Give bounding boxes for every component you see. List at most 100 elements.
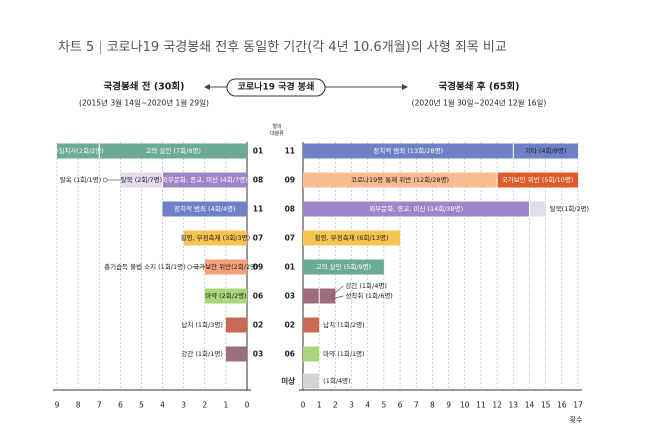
left-bar-label: 외부문화, 종교, 미신 (4회/7명) [162, 175, 248, 184]
right-tick-label: 13 [509, 401, 519, 410]
left-panel-subtitle: (2015년 3월 14일~2020년 1월 29일) [79, 98, 209, 108]
right-tick-label: 6 [398, 401, 403, 410]
x-axis-label: 횟수 [570, 415, 583, 424]
right-bar-06-0 [303, 346, 320, 362]
left-rank-code: 11 [253, 205, 263, 214]
left-bar-07-0 [183, 230, 247, 246]
right-bar-07-0 [303, 230, 401, 246]
right-bar-label: 마약 (1회/1명) [323, 349, 365, 358]
right-tick-label: 3 [349, 401, 354, 410]
right-bar-03-1 [319, 288, 336, 304]
right-arrow-head [402, 84, 408, 90]
right-tick-label: 2 [333, 401, 338, 410]
left-rank-code: 07 [253, 234, 263, 243]
right-rank-code: 09 [285, 176, 295, 185]
right-rank-code: 06 [285, 350, 295, 359]
right-bar-09-0 [303, 172, 498, 188]
left-bar-label: 정치적 범죄 (4회/4명) [174, 204, 236, 213]
left-bar-label: 강간 (1회/1명) [181, 349, 223, 358]
title-separator: | [98, 40, 103, 55]
right-bar-01-0 [303, 259, 384, 275]
right-rank-code: 11 [285, 147, 295, 156]
right-rank-code: 08 [285, 205, 295, 214]
left-tick-label: 9 [55, 401, 60, 410]
left-bar-08-0 [162, 172, 247, 188]
right-note-line [331, 295, 344, 300]
left-tick-label: 5 [139, 401, 144, 410]
right-tick-label: 8 [430, 401, 435, 410]
left-callout-dot [102, 177, 108, 183]
left-arrow-head [204, 84, 210, 90]
right-tick-label: 15 [541, 401, 551, 410]
left-rank-code: 01 [253, 147, 263, 156]
right-tick-label: 16 [557, 401, 567, 410]
left-bar-03-0 [225, 346, 247, 362]
right-tick-label: 5 [381, 401, 386, 410]
right-bar-label: 정치적 범죄 (13회/28명) [373, 146, 443, 155]
right-tick-label: 14 [525, 401, 535, 410]
right-bar-label: 국가보안 위반 (5회/10명) [502, 175, 574, 184]
center-label: 코로나19 국경 봉쇄 [238, 81, 315, 93]
left-tick-label: 4 [160, 401, 165, 410]
left-callout-dot [187, 264, 193, 270]
left-bar-09-0 [204, 259, 247, 275]
left-bar-02-0 [225, 317, 247, 333]
left-bar-01-1 [57, 143, 100, 159]
right-note-label: 강간 (1회/4명) [345, 281, 387, 290]
right-rank-code: 07 [285, 234, 295, 243]
left-rank-code: 09 [253, 263, 263, 272]
center-label-box [226, 78, 326, 97]
right-bar-09-1 [497, 172, 578, 188]
left-bar-01-0 [99, 143, 247, 159]
right-bar-label: 외부문화, 종교, 미신 (14회/38명) [369, 204, 463, 213]
left-tick-label: 6 [118, 401, 123, 410]
right-tick-label: 12 [492, 401, 502, 410]
rank-header-line1: 형의 [272, 123, 281, 130]
left-bar-label: 고의 살인 (7회/8명) [145, 146, 201, 155]
right-bar-label: 납치 (1회/2명) [323, 320, 365, 329]
left-tick-label: 1 [223, 401, 228, 410]
right-rank-code: 02 [285, 321, 295, 330]
left-bar-label: 횡령, 부정축재 (3회/3명) [181, 233, 251, 242]
right-rank-code: 미상 [281, 376, 295, 386]
right-tick-label: 1 [317, 401, 322, 410]
right-bar-미상-0 [303, 373, 320, 389]
right-tick-label: 17 [573, 401, 583, 410]
chart-number: 차트 5 [58, 40, 95, 55]
left-panel-title: 국경봉쇄 전 (30회) [104, 81, 185, 93]
right-bar-label: 탈북(1회/2명) [550, 204, 589, 213]
right-bar-08-0 [303, 201, 530, 217]
left-rank-code: 06 [253, 292, 263, 301]
left-rank-code: 03 [253, 350, 263, 359]
right-bar-08-1 [529, 201, 546, 217]
right-note-label: 성착취 (1회/6명) [345, 291, 393, 300]
right-tick-label: 7 [414, 401, 419, 410]
left-bar-label: 국가보안 위반(2회/2명) [193, 262, 258, 271]
left-callout-label: 총기습득 불법 소지 (1회/1명) [104, 262, 186, 271]
right-bar-03-0 [303, 288, 320, 304]
rank-header-line2: 대분류 [270, 130, 284, 137]
right-bar-label: 횡령, 부정축재 (6회/13명) [315, 233, 389, 242]
left-tick-label: 7 [97, 401, 102, 410]
left-bar-label: 과실치사(2회/2명) [52, 146, 103, 155]
right-panel-subtitle: (2020년 1월 30일~2024년 12월 16일) [412, 98, 547, 108]
chart-title: 차트 5 | 코로나19 국경봉쇄 전후 동일한 기간(각 4년 10.6개월)의 … [58, 36, 507, 55]
right-note-line [331, 285, 344, 297]
right-tick-label: 10 [460, 401, 470, 410]
right-bar-02-0 [303, 317, 320, 333]
right-rank-code: 03 [285, 292, 295, 301]
left-bar-08-1 [120, 172, 163, 188]
right-bar-label: 코로나19등 통제 위반 (12회/28명) [351, 175, 449, 184]
right-panel-title: 국경봉쇄 후 (65회) [439, 81, 520, 93]
right-bar-label: (1회/4명) [323, 376, 351, 385]
right-bar-11-0 [303, 143, 514, 159]
right-tick-label: 11 [476, 401, 486, 410]
right-rank-code: 01 [285, 263, 295, 272]
left-bar-11-0 [162, 201, 247, 217]
left-bar-06-0 [204, 288, 247, 304]
right-bar-label: 고의 살인 (5회/9명) [316, 262, 372, 271]
left-rank-code: 08 [253, 176, 263, 185]
left-bar-label: 마약 (2회/2명) [205, 291, 247, 300]
left-tick-label: 3 [181, 401, 186, 410]
left-rank-code: 02 [253, 321, 263, 330]
